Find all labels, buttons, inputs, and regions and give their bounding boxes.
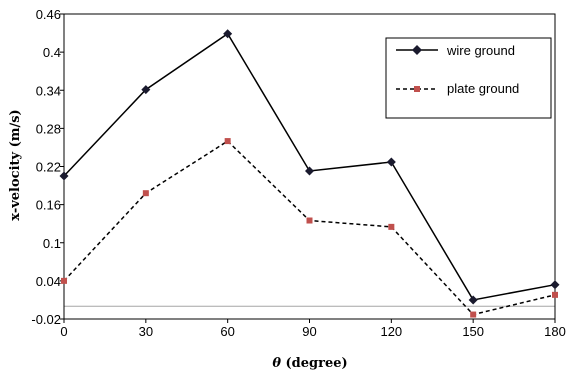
y-axis-title: x-velocity (m/s) [8, 109, 23, 220]
data-point-wire-ground [59, 171, 69, 181]
y-tick-label: 0.16 [36, 198, 61, 213]
x-tick-label: 60 [220, 324, 234, 339]
data-point-wire-ground [305, 166, 314, 176]
y-tick-label: 0.1 [43, 236, 61, 251]
x-axis-title-symbol: θ [272, 356, 281, 371]
legend-label-plate-ground: plate ground [447, 81, 519, 96]
y-tick-label: 0.46 [36, 7, 61, 22]
data-point-plate-ground [306, 217, 313, 224]
data-point-plate-ground [470, 311, 477, 318]
legend-marker-wire-ground [412, 45, 422, 55]
y-tick-label: 0.04 [36, 274, 61, 289]
data-point-plate-ground [61, 277, 67, 284]
y-tick-label: -0.02 [31, 312, 61, 327]
x-axis-title-text: (degree) [281, 356, 348, 371]
data-point-plate-ground [224, 138, 231, 145]
x-tick-label: 150 [462, 324, 484, 339]
x-tick-label: 90 [302, 324, 316, 339]
y-tick-label: 0.4 [43, 45, 61, 60]
data-point-plate-ground [142, 190, 149, 197]
axis-layer: -0.02 0.04 0.1 0.16 0.22 0.28 0.34 0.4 0.46 0 30 60… [31, 7, 565, 339]
series-layer [59, 29, 560, 318]
y-tick-label: 0.22 [36, 160, 61, 175]
data-point-wire-ground [468, 295, 478, 305]
data-point-wire-ground [550, 280, 560, 290]
legend-layer: wire ground plate ground [385, 37, 552, 119]
data-point-plate-ground [552, 291, 558, 298]
y-tick-label: 0.34 [36, 83, 61, 98]
x-tick-label: 30 [139, 324, 153, 339]
data-point-wire-ground [386, 157, 396, 167]
x-tick-label: 180 [544, 324, 566, 339]
x-tick-label: 120 [380, 324, 402, 339]
x-axis-title: θ (degree) [272, 356, 347, 371]
y-tick-label: 0.28 [36, 121, 61, 136]
legend-label-wire-ground: wire ground [446, 43, 515, 58]
legend-marker-plate-ground [414, 86, 420, 92]
x-tick-label: 0 [60, 324, 67, 339]
data-point-wire-ground [141, 85, 151, 95]
data-point-plate-ground [388, 223, 395, 230]
data-point-wire-ground [223, 29, 233, 39]
